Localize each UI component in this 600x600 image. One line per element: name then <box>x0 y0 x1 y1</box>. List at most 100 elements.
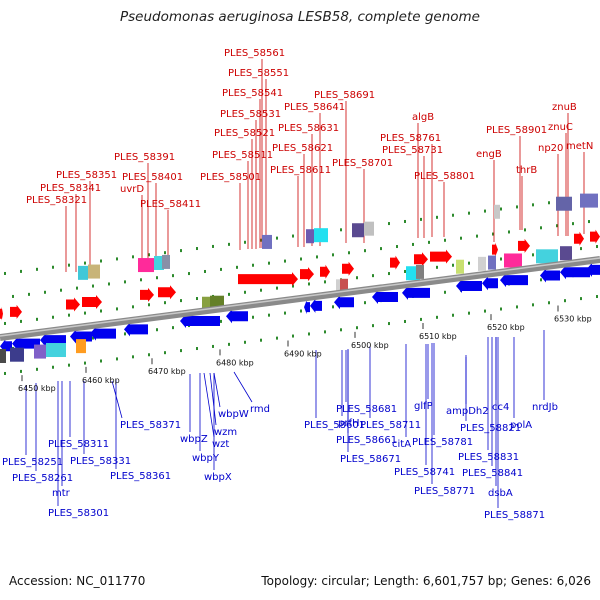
reverse-gene-arrow <box>402 285 430 300</box>
grid-dot <box>84 361 86 365</box>
grid-dot <box>36 317 38 321</box>
grid-dot <box>300 309 302 313</box>
grid-dot <box>492 232 494 236</box>
grid-dot <box>148 353 150 357</box>
gene-label: PLES_58361 <box>110 471 171 482</box>
grid-dot <box>276 286 278 290</box>
gene-label: rmd <box>250 404 270 415</box>
forward-gene-arrow <box>414 252 428 267</box>
grid-dot <box>476 234 478 238</box>
grid-dot <box>4 271 6 275</box>
grid-dot <box>116 357 118 361</box>
grid-dot <box>436 315 438 319</box>
grid-dot <box>308 332 310 336</box>
gene-label: PLES_58631 <box>278 123 339 134</box>
grid-dot <box>132 305 134 309</box>
feature-block <box>504 253 522 268</box>
grid-dot <box>180 349 182 353</box>
gene-label: znuB <box>552 102 577 113</box>
grid-dot <box>244 240 246 244</box>
grid-dot <box>556 224 558 228</box>
grid-dot <box>132 255 134 259</box>
feature-block <box>138 258 154 273</box>
gene-label: PLES_58341 <box>40 183 101 194</box>
gene-label: PLES_58531 <box>220 109 281 120</box>
grid-dot <box>436 265 438 269</box>
gene-label: wbpX <box>204 472 232 483</box>
gene-label: PLES_58831 <box>458 452 519 463</box>
feature-block <box>34 344 46 359</box>
grid-dot <box>300 257 302 261</box>
grid-dot <box>228 292 230 296</box>
reverse-gene-arrow <box>180 314 220 328</box>
grid-dot <box>452 213 454 217</box>
gene-label: uvrD <box>120 184 144 195</box>
grid-dot <box>596 295 598 299</box>
gene-label: PLES_58741 <box>394 467 455 478</box>
grid-dot <box>332 253 334 257</box>
grid-dot <box>92 284 94 288</box>
reverse-gene-arrow <box>70 329 92 344</box>
accession-text: Accession: NC_011770 <box>9 574 146 588</box>
grid-dot <box>68 363 70 367</box>
grid-dot <box>276 336 278 340</box>
scale-tick-label: 6510 kbp <box>419 332 457 341</box>
scale-tick-label: 6500 kbp <box>351 341 389 350</box>
reverse-gene-arrow <box>500 273 528 288</box>
grid-dot <box>228 342 230 346</box>
grid-dot <box>188 272 190 276</box>
grid-dot <box>420 317 422 321</box>
grid-dot <box>268 313 270 317</box>
grid-dot <box>172 326 174 330</box>
grid-dot <box>268 261 270 265</box>
forward-gene-arrow <box>140 287 154 302</box>
grid-dot <box>220 267 222 271</box>
grid-dot <box>468 211 470 215</box>
gene-label: PLES_58541 <box>222 88 283 99</box>
grid-dot <box>172 274 174 278</box>
scale-tick-label: 6530 kbp <box>554 314 592 323</box>
grid-dot <box>260 238 262 242</box>
gene-label: PLES_58501 <box>200 172 261 183</box>
gene-label: wbpY <box>192 453 220 464</box>
scale-tick-label: 6520 kbp <box>487 323 525 332</box>
grid-dot <box>148 303 150 307</box>
grid-dot <box>292 284 294 288</box>
gene-label: metN <box>566 141 593 152</box>
grid-dot <box>140 278 142 282</box>
gene-label: PLES_58801 <box>414 171 475 182</box>
gene-label: PLES_58391 <box>114 152 175 163</box>
grid-dot <box>364 301 366 305</box>
forward-gene-arrow <box>342 261 354 276</box>
forward-gene-arrow <box>0 306 3 321</box>
feature-block <box>456 259 464 274</box>
grid-dot <box>364 249 366 253</box>
gene-label: PLES_58411 <box>140 199 201 210</box>
grid-dot <box>236 265 238 269</box>
label-leader-lines <box>25 59 585 508</box>
grid-dot <box>204 269 206 273</box>
grid-dot <box>412 242 414 246</box>
gene-label: PLES_58641 <box>284 102 345 113</box>
grid-dot <box>76 286 78 290</box>
feature-block <box>306 229 314 244</box>
grid-dot <box>596 245 598 249</box>
grid-dot <box>28 292 30 296</box>
grid-dot <box>52 265 54 269</box>
grid-dot <box>372 324 374 328</box>
grid-dot <box>540 226 542 230</box>
feature-block <box>560 246 572 261</box>
grid-dot <box>588 220 590 224</box>
gene-label: PLES_58251 <box>2 457 63 468</box>
grid-dot <box>36 267 38 271</box>
gene-label: PLES_58871 <box>484 510 545 521</box>
gene-label: prfH <box>338 418 360 429</box>
reverse-gene-arrow <box>304 300 310 315</box>
feature-block <box>416 264 424 279</box>
grid-dot <box>196 247 198 251</box>
gene-label: PLES_58901 <box>486 125 547 136</box>
forward-gene-arrow <box>574 231 584 246</box>
grid-dot <box>84 261 86 265</box>
grid-dot <box>180 299 182 303</box>
scale-tick-label: 6470 kbp <box>148 367 186 376</box>
